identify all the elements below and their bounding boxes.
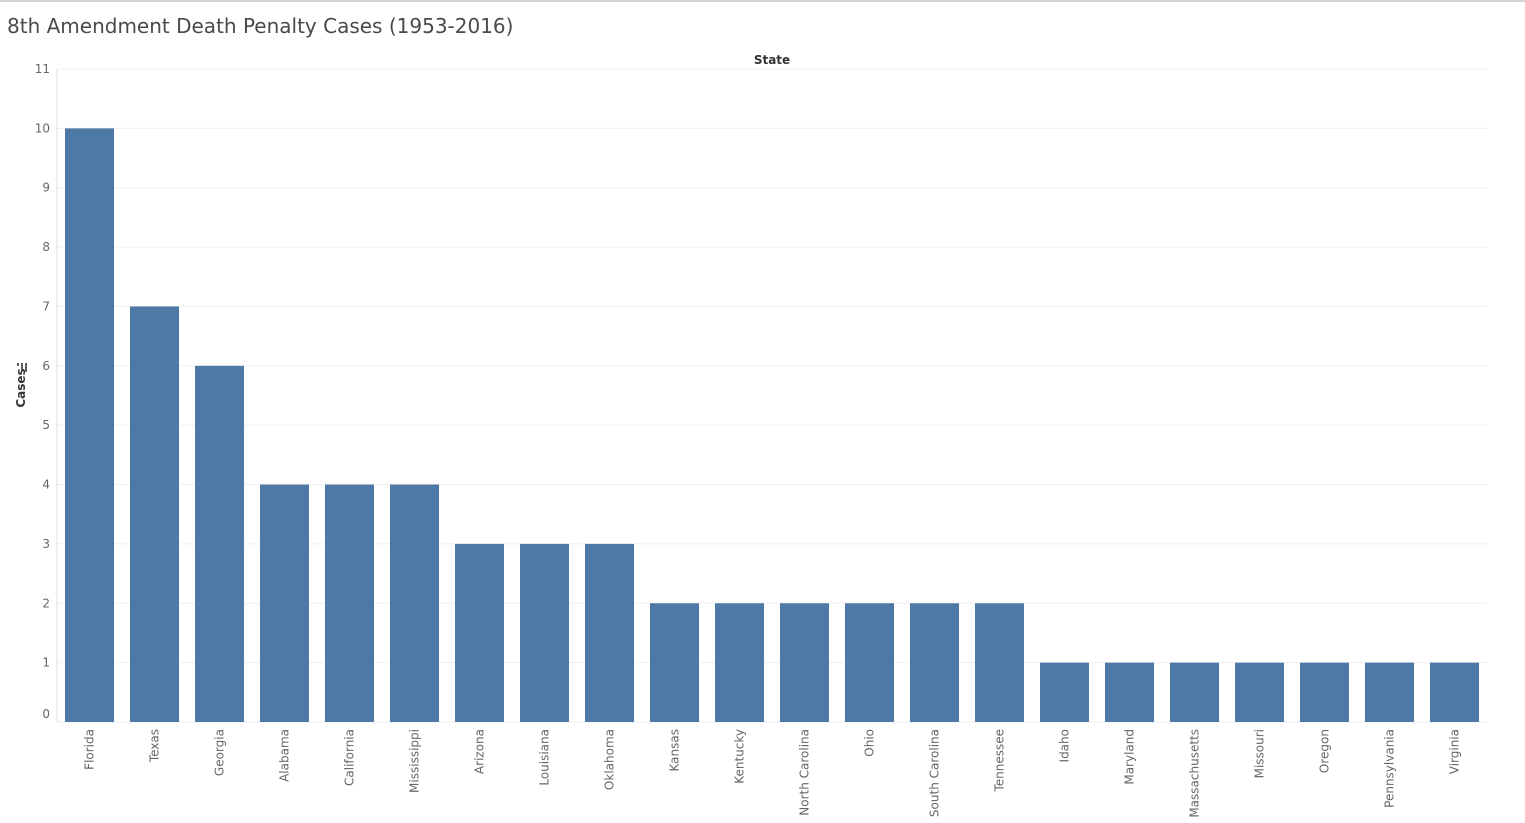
y-tick-label: 10 xyxy=(35,121,50,135)
bar-texas[interactable] xyxy=(130,306,179,722)
y-tick-label: 6 xyxy=(42,359,50,373)
y-tick-label: 3 xyxy=(42,537,50,551)
bar-virginia[interactable] xyxy=(1430,662,1479,722)
chart-title: 8th Amendment Death Penalty Cases (1953-… xyxy=(7,14,514,38)
y-axis-title-group[interactable]: Cases xyxy=(14,363,28,408)
bar-massachusetts[interactable] xyxy=(1170,662,1219,722)
bar-north-carolina[interactable] xyxy=(780,603,829,722)
y-tick-label: 11 xyxy=(35,62,50,76)
bar-missouri[interactable] xyxy=(1235,662,1284,722)
bar-georgia[interactable] xyxy=(195,365,244,722)
x-tick-label: North Carolina xyxy=(798,729,812,816)
x-tick-label: Virginia xyxy=(1448,729,1462,774)
y-tick-label: 0 xyxy=(42,707,50,721)
bar-tennessee[interactable] xyxy=(975,603,1024,722)
y-axis-ticks: 0 1 2 3 4 5 6 7 8 9 10 11 xyxy=(35,62,50,721)
top-border xyxy=(0,0,1525,2)
bar-mississippi[interactable] xyxy=(390,484,439,722)
bar-louisiana[interactable] xyxy=(520,543,569,722)
x-tick-label: Arizona xyxy=(473,729,487,774)
x-tick-label: Florida xyxy=(83,729,97,770)
x-tick-label: Idaho xyxy=(1058,729,1072,762)
bar-oregon[interactable] xyxy=(1300,662,1349,722)
bar-idaho[interactable] xyxy=(1040,662,1089,722)
y-tick-label: 7 xyxy=(42,299,50,313)
bar-california[interactable] xyxy=(325,484,374,722)
x-tick-label: South Carolina xyxy=(928,729,942,817)
bar-ohio[interactable] xyxy=(845,603,894,722)
x-tick-label: California xyxy=(343,729,357,786)
y-tick-label: 9 xyxy=(42,181,50,195)
bar-pennsylvania[interactable] xyxy=(1365,662,1414,722)
x-tick-label: Kansas xyxy=(668,729,682,771)
x-tick-label: Alabama xyxy=(278,729,292,782)
x-tick-label: Texas xyxy=(148,729,162,763)
y-tick-label: 4 xyxy=(42,478,50,492)
bar-oklahoma[interactable] xyxy=(585,543,634,722)
x-tick-label: Oklahoma xyxy=(603,729,617,790)
x-tick-label: Massachusetts xyxy=(1188,729,1202,818)
bar-alabama[interactable] xyxy=(260,484,309,722)
bar-kansas[interactable] xyxy=(650,603,699,722)
x-tick-label: Ohio xyxy=(863,729,877,757)
x-tick-label: Mississippi xyxy=(408,729,422,793)
x-tick-label: Maryland xyxy=(1123,729,1137,785)
sort-descending-icon[interactable] xyxy=(17,363,27,372)
x-tick-label: Tennessee xyxy=(993,729,1007,793)
y-tick-label: 8 xyxy=(42,240,50,254)
x-tick-label: Oregon xyxy=(1318,729,1332,773)
y-tick-label: 2 xyxy=(42,596,50,610)
bar-maryland[interactable] xyxy=(1105,662,1154,722)
bar-south-carolina[interactable] xyxy=(910,603,959,722)
y-tick-label: 1 xyxy=(42,656,50,670)
x-tick-label: Louisiana xyxy=(538,729,552,786)
x-tick-label: Missouri xyxy=(1253,729,1267,778)
y-axis-title[interactable]: Cases xyxy=(14,368,28,407)
x-tick-label: Pennsylvania xyxy=(1383,729,1397,808)
y-tick-label: 5 xyxy=(42,418,50,432)
bar-arizona[interactable] xyxy=(455,543,504,722)
bar-kentucky[interactable] xyxy=(715,603,764,722)
x-axis-title[interactable]: State xyxy=(754,53,790,67)
bar-florida[interactable] xyxy=(65,128,114,722)
x-tick-label: Kentucky xyxy=(733,729,747,784)
bars xyxy=(65,128,1479,722)
x-axis-ticks: Florida Texas Georgia Alabama California Miss… xyxy=(83,729,1462,818)
x-tick-label: Georgia xyxy=(213,729,227,776)
